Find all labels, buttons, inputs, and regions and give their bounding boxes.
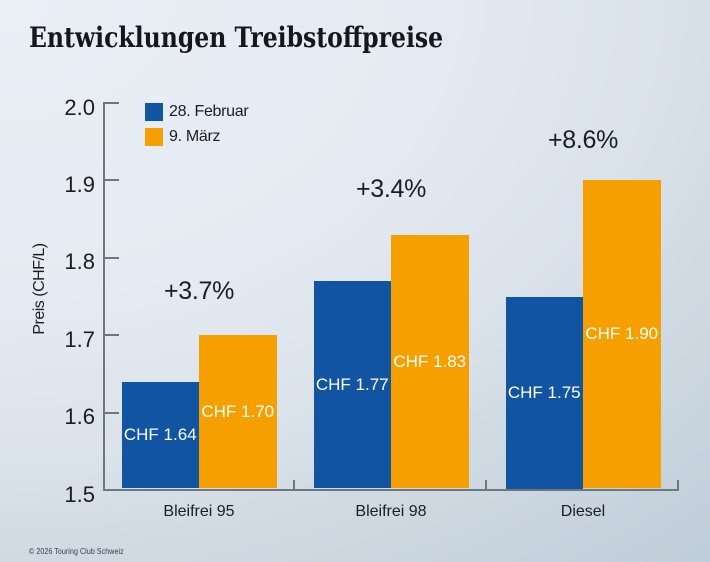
- y-tick: [104, 102, 119, 104]
- y-tick: [104, 489, 119, 491]
- change-label: +3.4%: [355, 174, 427, 203]
- x-tick: [677, 479, 679, 489]
- y-tick: [104, 256, 119, 259]
- legend-item: 28. Februar: [145, 103, 249, 121]
- bar-value-label: CHF 1.77: [315, 374, 389, 394]
- x-tick: [293, 479, 295, 489]
- category-label: Diesel: [560, 503, 606, 520]
- x-tick: [485, 479, 487, 489]
- bar-value-label: CHF 1.83: [393, 351, 467, 371]
- y-axis-line: [102, 102, 105, 490]
- copyright-note: © 2026 Touring Club Schweiz: [29, 547, 124, 556]
- y-tick-label: 1.9: [64, 171, 95, 197]
- y-tick: [104, 334, 119, 337]
- y-tick-label: 1.6: [64, 404, 95, 430]
- y-tick-label: 1.8: [64, 249, 95, 275]
- bar-maerz-2: [583, 180, 661, 489]
- chart-legend: 28. Februar 9. März: [145, 103, 249, 153]
- legend-item: 9. März: [145, 128, 248, 146]
- legend-swatch-icon: [145, 128, 163, 146]
- bar-feb-2: [505, 296, 583, 489]
- category-label: Bleifrei 98: [355, 503, 427, 520]
- bar-value-label: CHF 1.64: [123, 425, 197, 445]
- y-tick-label: 2.0: [64, 94, 95, 120]
- x-axis-line: [102, 488, 679, 491]
- bar-feb-0: [121, 381, 199, 489]
- bar-value-label: CHF 1.75: [507, 382, 581, 402]
- legend-swatch-icon: [145, 103, 163, 121]
- y-tick-label: 1.5: [64, 481, 95, 507]
- bar-value-label: CHF 1.70: [201, 401, 275, 421]
- chart-title: Entwicklungen Treibstoffpreise: [29, 20, 444, 54]
- bar-maerz-0: [199, 335, 277, 489]
- y-tick: [104, 411, 119, 414]
- bar-feb-1: [313, 281, 391, 489]
- bar-maerz-1: [391, 234, 469, 489]
- legend-label: 28. Februar: [169, 103, 249, 120]
- y-tick: [104, 179, 119, 182]
- change-label: +3.7%: [163, 276, 235, 305]
- y-tick-label: 1.7: [64, 326, 95, 352]
- bar-value-label: CHF 1.90: [585, 324, 659, 344]
- change-label: +8.6%: [547, 125, 619, 154]
- category-label: Bleifrei 95: [163, 503, 235, 520]
- legend-label: 9. März: [169, 128, 221, 145]
